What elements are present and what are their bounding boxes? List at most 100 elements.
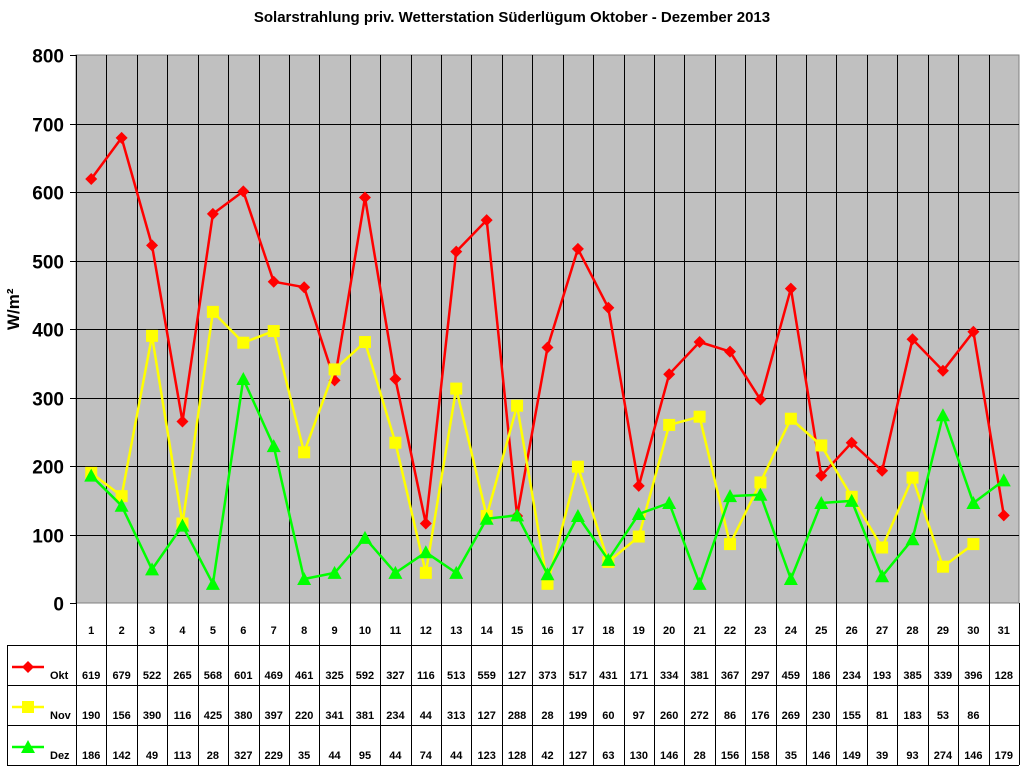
triangle-marker-icon: [84, 468, 99, 482]
diamond-marker-icon: [784, 282, 797, 295]
table-cell: 385: [903, 670, 921, 682]
table-cell: 186: [812, 670, 830, 682]
table-cell: 44: [389, 750, 402, 762]
square-marker-icon: [663, 418, 676, 431]
table-cell: 123: [477, 750, 495, 762]
triangle-marker-icon: [783, 572, 798, 586]
table-header-cell: 22: [724, 625, 736, 637]
table-cell: 183: [903, 710, 921, 722]
table-cell: 81: [876, 710, 888, 722]
table-cell: 380: [234, 710, 252, 722]
table-header-cell: 23: [754, 625, 766, 637]
table-cell: 93: [906, 750, 918, 762]
series-dez: [84, 372, 1011, 590]
table-cell: 469: [265, 670, 283, 682]
square-marker-icon: [541, 577, 554, 590]
square-marker-icon: [450, 382, 463, 395]
square-marker-icon: [693, 410, 706, 423]
legend-label: Nov: [50, 710, 72, 722]
square-marker-icon: [754, 476, 767, 489]
triangle-marker-icon: [479, 511, 494, 525]
table-cell: 679: [112, 670, 130, 682]
table-header-cell: 4: [179, 625, 186, 637]
table-header-cell: 20: [663, 625, 675, 637]
diamond-marker-icon: [632, 479, 645, 492]
table-cell: 156: [721, 750, 739, 762]
table-cell: 260: [660, 710, 678, 722]
diamond-marker-icon: [663, 368, 676, 381]
table-cell: 367: [721, 670, 739, 682]
table-header-cell: 19: [633, 625, 645, 637]
diamond-marker-icon: [906, 333, 919, 346]
table-header-cell: 26: [846, 625, 858, 637]
table-cell: 146: [660, 750, 678, 762]
diamond-marker-icon: [967, 325, 980, 338]
table-header-cell: 13: [450, 625, 462, 637]
square-marker-icon: [815, 439, 828, 452]
table-cell: 373: [538, 670, 556, 682]
table-cell: 431: [599, 670, 617, 682]
triangle-marker-icon: [631, 506, 646, 520]
table-cell: 116: [174, 710, 192, 722]
diamond-marker-icon: [876, 464, 889, 477]
table-cell: 269: [782, 710, 800, 722]
table-cell: 220: [295, 710, 313, 722]
table-cell: 42: [541, 750, 553, 762]
diamond-marker-icon: [389, 373, 402, 386]
y-tick-label: 600: [32, 184, 64, 205]
table-cell: 95: [359, 750, 371, 762]
table-cell: 381: [356, 710, 374, 722]
table-cell: 461: [295, 670, 313, 682]
table-cell: 74: [420, 750, 433, 762]
square-marker-icon: [389, 436, 402, 449]
diamond-marker-icon: [541, 341, 554, 354]
table-cell: 288: [508, 710, 526, 722]
diamond-marker-icon: [22, 661, 34, 673]
y-tick-label: 100: [32, 527, 64, 548]
square-marker-icon: [571, 460, 584, 473]
diamond-marker-icon: [450, 245, 463, 258]
table-cell: 149: [843, 750, 861, 762]
triangle-marker-icon: [175, 518, 190, 532]
table-cell: 116: [417, 670, 435, 682]
table-header-cell: 21: [693, 625, 705, 637]
diamond-marker-icon: [480, 214, 493, 227]
table-cell: 35: [298, 750, 310, 762]
table-cell: 193: [873, 670, 891, 682]
table-cell: 513: [447, 670, 465, 682]
table-header-cell: 15: [511, 625, 523, 637]
triangle-marker-icon: [935, 408, 950, 422]
triangle-marker-icon: [844, 493, 859, 507]
table-cell: 39: [876, 750, 888, 762]
table-row-okt: Okt 619 679 522 265 568 601 469 461 325 592 327 116 5…: [12, 661, 1013, 682]
legend-label: Dez: [50, 750, 70, 762]
diamond-marker-icon: [358, 191, 371, 204]
table-cell: 234: [843, 670, 862, 682]
triangle-marker-icon: [966, 495, 981, 509]
table-header-cell: 2: [119, 625, 125, 637]
table-header-cell: 3: [149, 625, 155, 637]
diamond-marker-icon: [419, 517, 432, 530]
square-marker-icon: [906, 471, 919, 484]
diamond-marker-icon: [936, 364, 949, 377]
square-marker-icon: [328, 363, 341, 376]
diamond-marker-icon: [298, 281, 311, 294]
table-header-cell: 7: [271, 625, 277, 637]
table-cell: 334: [660, 670, 679, 682]
table-header-cell: 1: [88, 625, 94, 637]
square-marker-icon: [419, 566, 432, 579]
triangle-marker-icon: [662, 495, 677, 509]
table-header-cell: 6: [240, 625, 246, 637]
diamond-marker-icon: [997, 509, 1010, 522]
square-marker-icon: [511, 399, 524, 412]
diamond-marker-icon: [724, 345, 737, 358]
y-tick-label: 800: [32, 47, 64, 68]
table-cell: 425: [204, 710, 222, 722]
triangle-marker-icon: [905, 532, 920, 546]
table-cell: 63: [602, 750, 614, 762]
diamond-marker-icon: [237, 185, 250, 198]
square-marker-icon: [115, 490, 128, 503]
diamond-marker-icon: [115, 131, 128, 144]
table-cell: 265: [173, 670, 191, 682]
